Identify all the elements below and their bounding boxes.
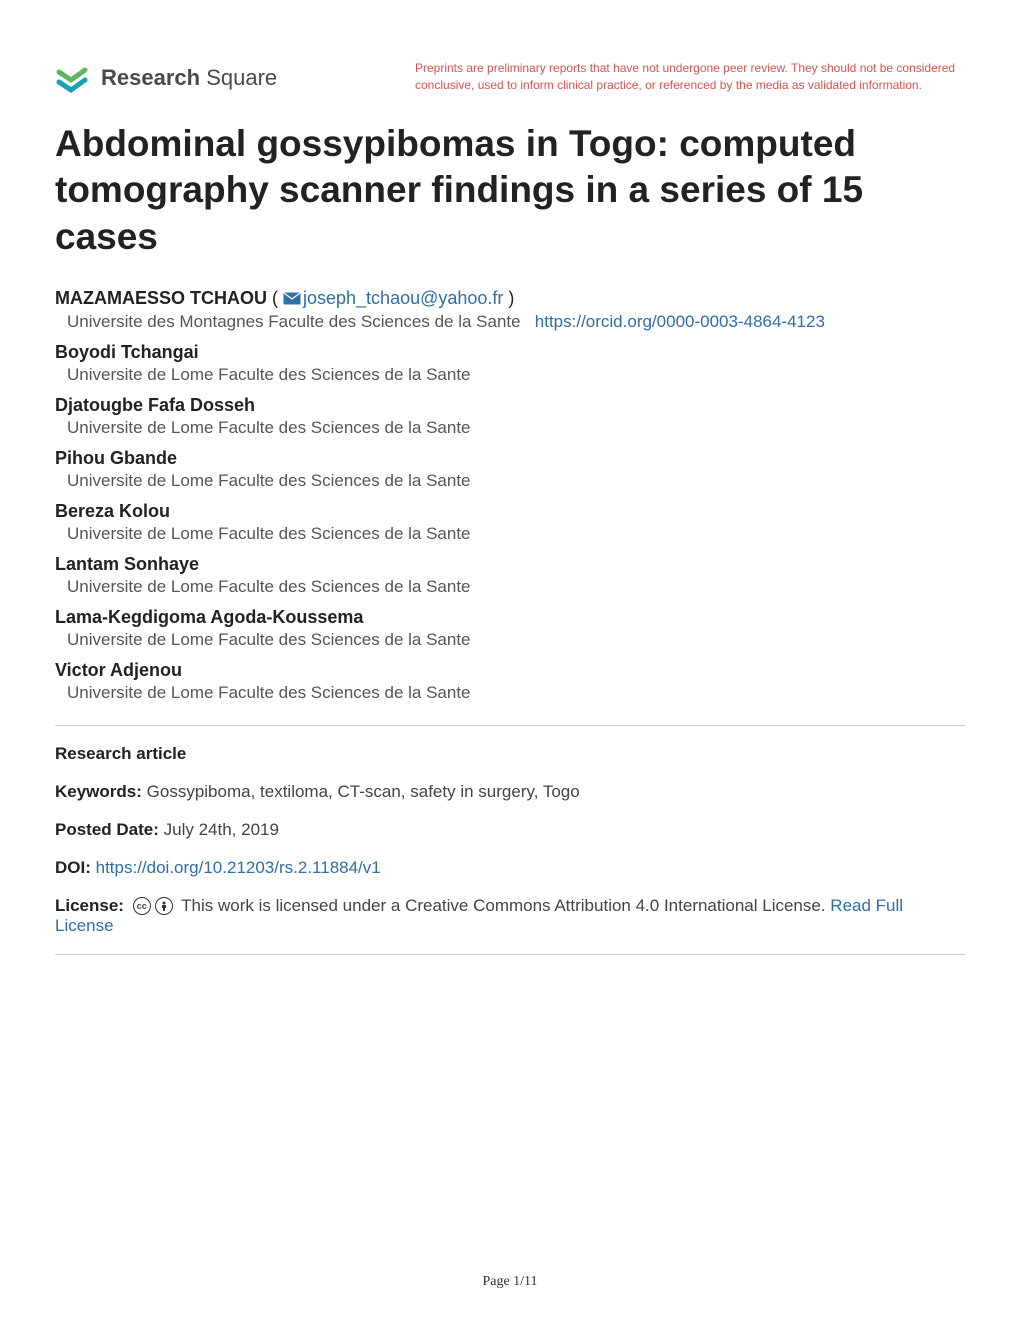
divider — [55, 954, 965, 955]
author-affiliation: Universite de Lome Faculte des Sciences … — [55, 524, 965, 544]
corresponding-author-name: MAZAMAESSO TCHAOU — [55, 288, 267, 308]
doi-label: DOI: — [55, 858, 91, 877]
page-footer: Page 1/11 — [0, 1274, 1020, 1290]
posted-date-row: Posted Date: July 24th, 2019 — [55, 820, 965, 840]
author-name: Lama-Kegdigoma Agoda-Koussema — [55, 607, 965, 628]
author-name: Victor Adjenou — [55, 660, 965, 681]
authors-list: MAZAMAESSO TCHAOU ( joseph_tchaou@yahoo.… — [55, 288, 965, 703]
research-square-logo-icon — [55, 60, 91, 96]
keywords-row: Keywords: Gossypiboma, textiloma, CT-sca… — [55, 782, 965, 802]
author-block: Boyodi Tchangai Universite de Lome Facul… — [55, 342, 965, 385]
author-block: Lantam Sonhaye Universite de Lome Facult… — [55, 554, 965, 597]
license-row: License: cc This work is licensed under … — [55, 896, 965, 936]
corresponding-author-line: MAZAMAESSO TCHAOU ( joseph_tchaou@yahoo.… — [55, 288, 965, 310]
metadata-section: Research article Keywords: Gossypiboma, … — [55, 744, 965, 936]
logo-text: Research Square — [101, 65, 277, 91]
author-affiliation: Universite de Lome Faculte des Sciences … — [55, 630, 965, 650]
author-affiliation: Universite de Lome Faculte des Sciences … — [55, 683, 965, 703]
corresponding-affiliation-row: Universite des Montagnes Faculte des Sci… — [55, 312, 965, 332]
orcid-link[interactable]: https://orcid.org/0000-0003-4864-4123 — [535, 312, 825, 331]
close-paren: ) — [503, 288, 514, 308]
license-text: This work is licensed under a Creative C… — [177, 896, 831, 915]
article-title: Abdominal gossypibomas in Togo: computed… — [55, 121, 965, 260]
doi-row: DOI: https://doi.org/10.21203/rs.2.11884… — [55, 858, 965, 878]
author-block: Lama-Kegdigoma Agoda-Koussema Universite… — [55, 607, 965, 650]
logo-word-research: Research — [101, 65, 200, 90]
author-name: Boyodi Tchangai — [55, 342, 965, 363]
corresponding-author-block: MAZAMAESSO TCHAOU ( joseph_tchaou@yahoo.… — [55, 288, 965, 332]
author-name: Lantam Sonhaye — [55, 554, 965, 575]
cc-icon: cc — [133, 897, 151, 915]
corresponding-email-link[interactable]: joseph_tchaou@yahoo.fr — [303, 288, 503, 308]
preprint-disclaimer: Preprints are preliminary reports that h… — [355, 60, 965, 95]
author-affiliation: Universite de Lome Faculte des Sciences … — [55, 418, 965, 438]
posted-date-label: Posted Date: — [55, 820, 159, 839]
logo-block: Research Square — [55, 60, 355, 96]
author-affiliation: Universite de Lome Faculte des Sciences … — [55, 471, 965, 491]
author-affiliation: Universite de Lome Faculte des Sciences … — [55, 577, 965, 597]
author-name: Bereza Kolou — [55, 501, 965, 522]
author-name: Pihou Gbande — [55, 448, 965, 469]
license-label: License: — [55, 896, 124, 915]
author-affiliation: Universite de Lome Faculte des Sciences … — [55, 365, 965, 385]
divider — [55, 725, 965, 726]
article-type: Research article — [55, 744, 965, 764]
author-block: Djatougbe Fafa Dosseh Universite de Lome… — [55, 395, 965, 438]
open-paren: ( — [267, 288, 283, 308]
keywords-value: Gossypiboma, textiloma, CT-scan, safety … — [142, 782, 580, 801]
doi-link[interactable]: https://doi.org/10.21203/rs.2.11884/v1 — [96, 858, 381, 877]
cc-icons: cc — [133, 897, 173, 915]
logo-word-square: Square — [206, 65, 277, 90]
author-block: Pihou Gbande Universite de Lome Faculte … — [55, 448, 965, 491]
corresponding-affiliation: Universite des Montagnes Faculte des Sci… — [67, 312, 521, 331]
author-block: Bereza Kolou Universite de Lome Faculte … — [55, 501, 965, 544]
author-block: Victor Adjenou Universite de Lome Facult… — [55, 660, 965, 703]
page-header: Research Square Preprints are preliminar… — [55, 60, 965, 96]
keywords-label: Keywords: — [55, 782, 142, 801]
posted-date-value: July 24th, 2019 — [159, 820, 279, 839]
author-name: Djatougbe Fafa Dosseh — [55, 395, 965, 416]
cc-by-icon — [155, 897, 173, 915]
mail-icon — [283, 289, 301, 310]
